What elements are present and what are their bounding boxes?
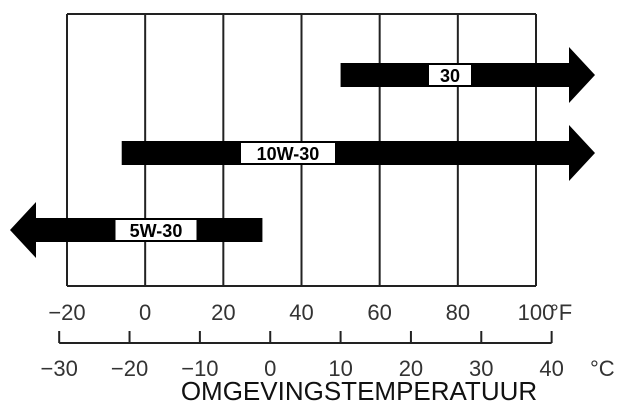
arrow-label: 5W-30 — [130, 221, 183, 241]
viscosity-arrow-10w-30: 10W-30 — [121, 125, 595, 181]
celsius-tick-label: 0 — [264, 356, 276, 381]
arrow-label: 10W-30 — [257, 144, 320, 164]
fahrenheit-tick-label: 20 — [211, 300, 235, 325]
celsius-tick-label: 30 — [469, 356, 493, 381]
celsius-tick-label: −30 — [41, 356, 78, 381]
arrow-label-box — [429, 65, 471, 85]
celsius-tick-label: 20 — [399, 356, 423, 381]
celsius-tick-label: 40 — [539, 356, 563, 381]
celsius-tick-label: −10 — [181, 356, 218, 381]
fahrenheit-tick-label: 60 — [367, 300, 391, 325]
viscosity-arrow-5w-30: 5W-30 — [10, 202, 263, 258]
arrow-label-box — [115, 220, 197, 240]
fahrenheit-tick-label: 0 — [139, 300, 151, 325]
fahrenheit-unit: °F — [550, 300, 572, 325]
viscosity-arrow-30: 30 — [340, 47, 595, 103]
celsius-unit: °C — [590, 356, 615, 381]
arrow-shape — [121, 125, 595, 181]
fahrenheit-tick-label: 100 — [518, 300, 555, 325]
celsius-tick-label: −20 — [111, 356, 148, 381]
temperature-axes: −20 0 20 40 60 80 100°F −30 −20 −10 0 10 20 30 40 °C — [41, 285, 615, 381]
celsius-tick-label: 10 — [328, 356, 352, 381]
arrow-label: 30 — [440, 66, 460, 86]
fahrenheit-tick-label: 40 — [289, 300, 313, 325]
axis-title: OMGEVINGSTEMPERATUUR — [181, 376, 537, 406]
arrow-label-box — [241, 143, 335, 163]
fahrenheit-tick-label: 80 — [446, 300, 470, 325]
viscosity-arrows: 30 10W-30 5W-30 — [10, 47, 595, 258]
fahrenheit-tick-label: −20 — [48, 300, 85, 325]
